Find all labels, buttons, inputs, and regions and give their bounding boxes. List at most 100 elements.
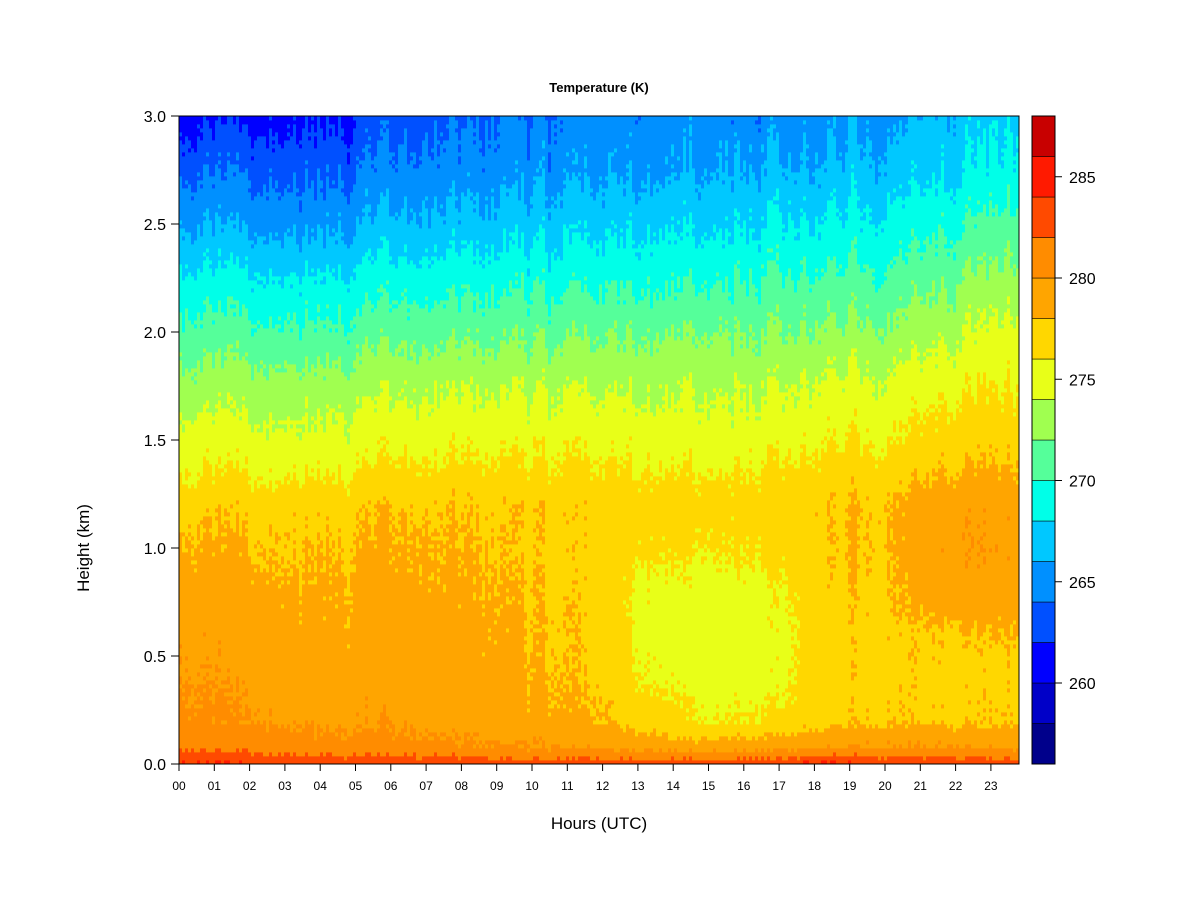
heat-cell (374, 168, 378, 173)
heat-cell (392, 300, 396, 305)
heat-cell (539, 512, 543, 517)
heat-cell (461, 532, 465, 553)
heat-cell (287, 572, 291, 577)
heat-cell (500, 604, 504, 609)
heat-cell (737, 380, 741, 457)
heat-cell (668, 472, 672, 549)
heat-cell (419, 528, 423, 545)
heat-cell (425, 396, 429, 457)
heat-cell (746, 760, 750, 764)
heat-cell (479, 460, 483, 537)
heat-cell (680, 172, 684, 233)
heat-cell (728, 336, 732, 341)
heat-cell (353, 752, 357, 764)
heat-cell (662, 732, 666, 753)
heat-cell (554, 672, 558, 677)
heat-cell (635, 648, 639, 653)
heat-cell (509, 560, 513, 577)
heat-cell (728, 716, 732, 721)
heat-cell (356, 724, 360, 729)
heat-cell (557, 256, 561, 305)
heat-cell (212, 416, 216, 421)
heat-cell (512, 596, 516, 601)
heat-cell (482, 600, 486, 605)
heat-cell (593, 696, 597, 709)
heat-cell (401, 116, 405, 145)
heat-cell (752, 564, 756, 573)
heat-cell (662, 408, 666, 413)
heat-cell (743, 472, 747, 553)
heat-cell (278, 196, 282, 201)
heat-cell (470, 500, 474, 505)
heat-cell (434, 344, 438, 381)
heat-cell (185, 552, 189, 657)
heat-cell (518, 344, 522, 349)
heat-cell (314, 560, 318, 573)
heat-cell (443, 740, 447, 757)
heat-cell (350, 612, 354, 737)
heat-cell (686, 696, 690, 709)
heat-cell (548, 152, 552, 173)
heat-cell (182, 536, 186, 553)
heat-cell (758, 412, 762, 417)
heat-cell (773, 320, 777, 325)
heat-cell (359, 528, 363, 541)
heat-cell (758, 244, 762, 253)
heat-cell (764, 708, 768, 713)
heat-cell (266, 200, 270, 245)
heat-cell (332, 552, 336, 557)
heat-cell (191, 244, 195, 277)
heat-cell (644, 192, 648, 245)
heat-cell (605, 236, 609, 241)
heat-cell (470, 192, 474, 197)
heat-cell (497, 460, 501, 469)
heat-cell (266, 328, 270, 381)
heat-cell (290, 480, 294, 565)
heat-cell (215, 164, 219, 213)
heat-cell (482, 744, 486, 757)
heat-cell (554, 692, 558, 697)
heat-cell (401, 356, 405, 389)
heat-cell (359, 512, 363, 521)
heat-cell (515, 440, 519, 445)
heat-cell (524, 352, 528, 397)
heat-cell (515, 576, 519, 741)
heat-cell (368, 536, 372, 541)
heat-cell (506, 540, 510, 545)
heat-cell (623, 460, 627, 465)
heat-cell (629, 320, 633, 325)
heat-cell (362, 256, 366, 305)
heat-cell (506, 592, 510, 597)
heat-cell (215, 268, 219, 313)
heat-cell (374, 508, 378, 513)
heat-cell (686, 236, 690, 277)
heat-cell (575, 512, 579, 517)
heat-cell (722, 116, 726, 173)
heat-cell (299, 380, 303, 421)
heat-cell (290, 756, 294, 764)
heat-cell (674, 412, 678, 473)
heat-cell (515, 516, 519, 521)
heat-cell (734, 132, 738, 137)
heat-cell (533, 608, 537, 617)
heat-cell (257, 712, 261, 721)
heat-cell (329, 408, 333, 477)
heat-cell (302, 584, 306, 729)
heat-cell (728, 244, 732, 293)
heat-cell (332, 756, 336, 764)
heat-cell (695, 712, 699, 721)
heat-cell (560, 132, 564, 197)
heat-cell (260, 476, 264, 481)
heat-cell (305, 308, 309, 357)
heat-cell (683, 460, 687, 573)
heat-cell (629, 612, 633, 617)
heat-cell (320, 572, 324, 729)
heat-cell (572, 584, 576, 589)
heat-cell (677, 332, 681, 337)
heat-cell (557, 400, 561, 405)
heat-cell (479, 744, 483, 749)
heat-cell (473, 200, 477, 205)
heat-cell (725, 560, 729, 565)
heat-cell (635, 672, 639, 677)
heat-cell (719, 332, 723, 337)
